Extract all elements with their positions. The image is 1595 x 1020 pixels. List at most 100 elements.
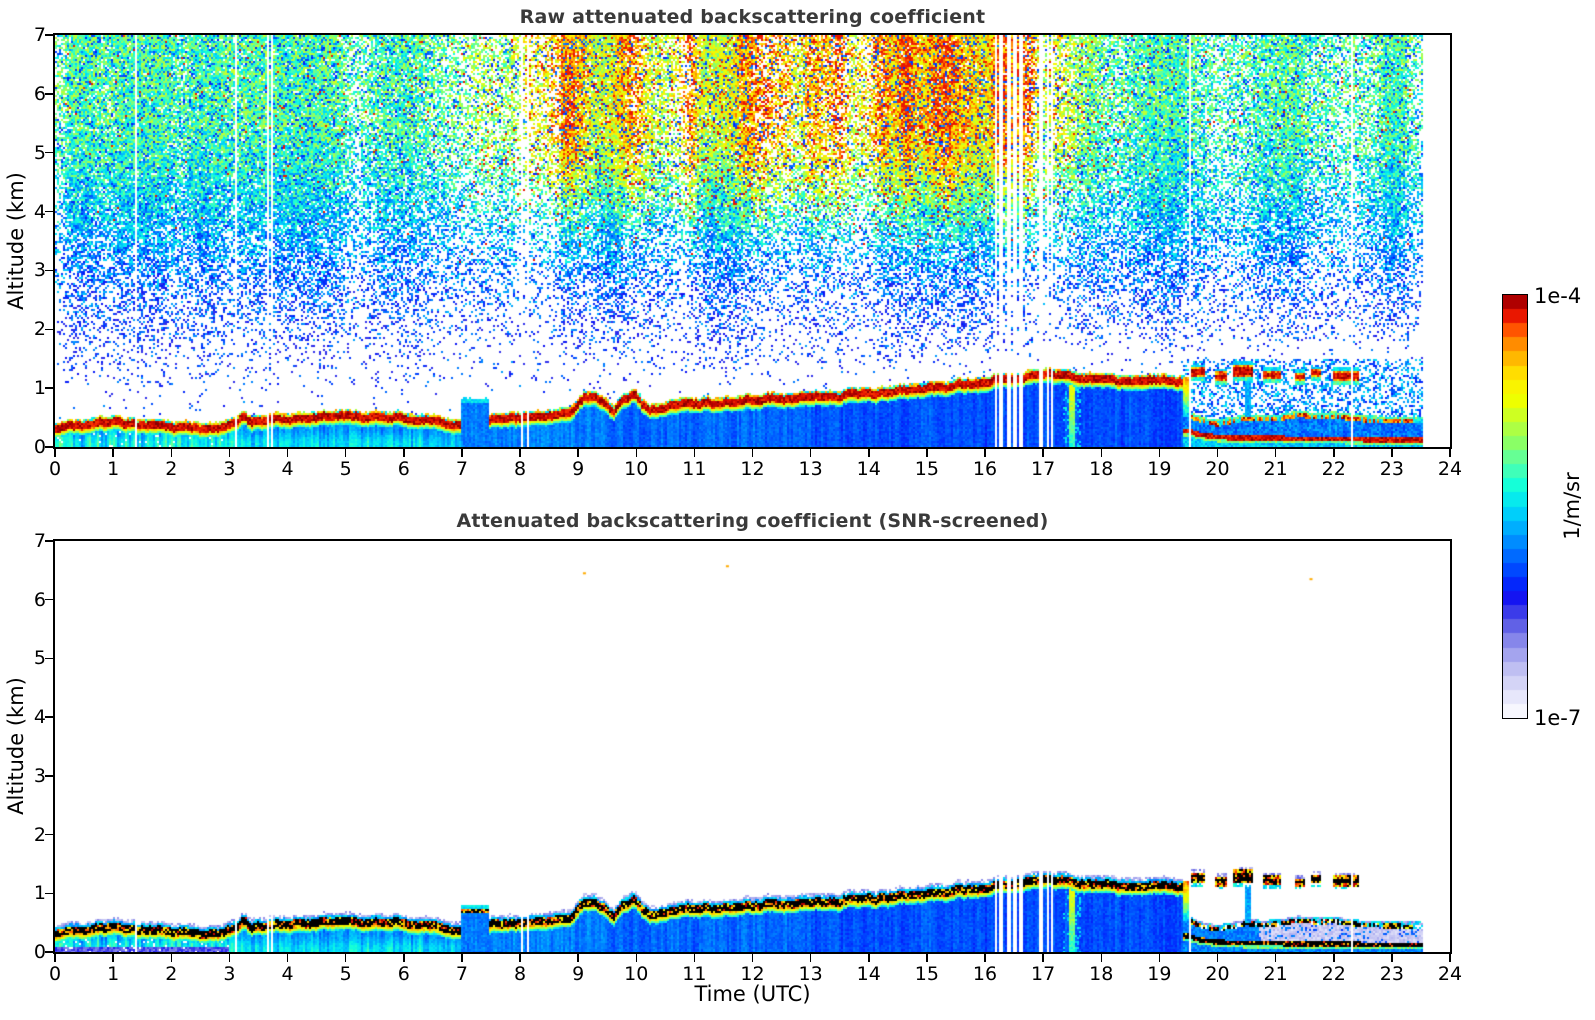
y-tick-mark xyxy=(45,210,53,213)
x-tick-label: 19 xyxy=(1147,458,1172,480)
x-tick-label: 17 xyxy=(1031,458,1056,480)
x-tick-mark xyxy=(1216,449,1219,457)
x-tick-mark xyxy=(868,449,870,457)
x-tick-mark xyxy=(286,954,289,962)
x-tick-label: 22 xyxy=(1321,963,1346,985)
y-tick-mark xyxy=(45,951,53,953)
y-tick-mark xyxy=(45,716,53,718)
y-tick-label: 4 xyxy=(33,200,46,223)
colorbar-max-label: 1e-4 xyxy=(1534,284,1582,308)
x-tick-label: 16 xyxy=(972,458,998,480)
y-tick-label: 1 xyxy=(33,377,46,400)
colorbar-units-label: 1/m/sr xyxy=(1560,472,1584,540)
x-tick-label: 23 xyxy=(1379,963,1404,985)
y-tick-mark xyxy=(45,269,53,272)
x-tick-label: 13 xyxy=(798,963,823,985)
x-tick-label: 11 xyxy=(682,963,707,985)
y-tick-label: 1 xyxy=(33,882,46,905)
x-tick-mark xyxy=(228,449,231,457)
x-tick-label: 11 xyxy=(682,458,707,480)
x-tick-mark xyxy=(868,954,870,962)
x-tick-mark xyxy=(1274,449,1277,457)
x-tick-label: 21 xyxy=(1263,458,1288,480)
x-tick-mark xyxy=(1333,954,1335,962)
y-tick-mark xyxy=(45,598,53,601)
x-tick-mark xyxy=(693,449,696,457)
x-tick-mark xyxy=(809,954,812,962)
y-tick-mark xyxy=(45,93,53,95)
x-tick-mark xyxy=(344,449,347,457)
x-tick-label: 2 xyxy=(165,963,178,985)
x-tick-mark xyxy=(984,449,986,457)
x-tick-label: 5 xyxy=(339,458,352,480)
x-tick-mark xyxy=(1449,954,1451,962)
x-tick-mark xyxy=(112,954,114,962)
y-tick-label: 3 xyxy=(33,259,46,282)
x-tick-mark xyxy=(1391,954,1393,962)
x-tick-label: 10 xyxy=(624,963,649,985)
x-tick-label: 14 xyxy=(856,963,881,985)
x-tick-label: 9 xyxy=(572,458,585,480)
y-tick-label: 2 xyxy=(33,823,46,846)
y-tick-mark xyxy=(45,328,53,331)
y-tick-mark xyxy=(45,775,53,777)
x-tick-mark xyxy=(54,449,56,457)
screened-backscatter-heatmap xyxy=(55,541,1450,952)
x-tick-mark xyxy=(577,954,579,962)
x-tick-mark xyxy=(1391,449,1393,457)
x-tick-mark xyxy=(519,954,521,962)
x-tick-label: 2 xyxy=(165,458,178,480)
x-tick-mark xyxy=(461,954,463,962)
x-tick-mark xyxy=(1042,954,1044,962)
x-tick-mark xyxy=(1158,954,1161,962)
x-tick-mark xyxy=(54,954,56,962)
x-tick-mark xyxy=(170,449,172,457)
x-tick-label: 14 xyxy=(856,458,881,480)
x-tick-mark xyxy=(635,449,637,457)
x-tick-mark xyxy=(403,449,405,457)
x-tick-label: 8 xyxy=(513,963,527,985)
x-tick-mark xyxy=(344,954,347,962)
y-tick-label: 3 xyxy=(33,764,46,787)
x-tick-mark xyxy=(1100,954,1102,962)
x-tick-mark xyxy=(751,954,754,962)
raw-backscatter-heatmap xyxy=(55,35,1450,447)
screened-panel-title: Attenuated backscattering coefficient (S… xyxy=(456,510,1049,532)
y-tick-label: 6 xyxy=(33,82,46,105)
x-tick-mark xyxy=(1449,449,1451,457)
x-tick-label: 18 xyxy=(1089,458,1114,480)
x-tick-mark xyxy=(403,954,405,962)
x-tick-label: 24 xyxy=(1437,458,1463,480)
x-tick-mark xyxy=(112,449,114,457)
x-tick-label: 5 xyxy=(339,963,352,985)
x-tick-label: 20 xyxy=(1205,458,1230,480)
x-tick-mark xyxy=(1216,954,1219,962)
x-tick-mark xyxy=(577,449,579,457)
x-tick-mark xyxy=(926,954,928,962)
x-tick-mark xyxy=(926,449,928,457)
x-tick-label: 10 xyxy=(624,458,649,480)
y-tick-mark xyxy=(45,892,53,895)
x-tick-label: 20 xyxy=(1205,963,1230,985)
colorbar-gradient xyxy=(1503,295,1527,718)
x-tick-label: 3 xyxy=(223,963,236,985)
x-tick-label: 9 xyxy=(572,963,585,985)
x-tick-label: 12 xyxy=(740,458,765,480)
x-tick-label: 17 xyxy=(1031,963,1056,985)
x-tick-label: 19 xyxy=(1147,963,1172,985)
x-tick-mark xyxy=(170,954,172,962)
x-tick-label: 22 xyxy=(1321,458,1346,480)
y-tick-mark xyxy=(45,540,53,542)
x-tick-label: 1 xyxy=(107,963,120,985)
x-tick-mark xyxy=(1042,449,1044,457)
y-tick-label: 5 xyxy=(33,141,46,164)
y-tick-label: 0 xyxy=(33,436,46,458)
y-tick-mark xyxy=(45,833,53,836)
x-tick-label: 13 xyxy=(798,458,823,480)
y-tick-label: 2 xyxy=(33,318,46,341)
x-tick-label: 24 xyxy=(1437,963,1463,985)
y-tick-mark xyxy=(45,657,53,660)
x-tick-label: 16 xyxy=(972,963,998,985)
x-tick-label: 6 xyxy=(397,963,410,985)
